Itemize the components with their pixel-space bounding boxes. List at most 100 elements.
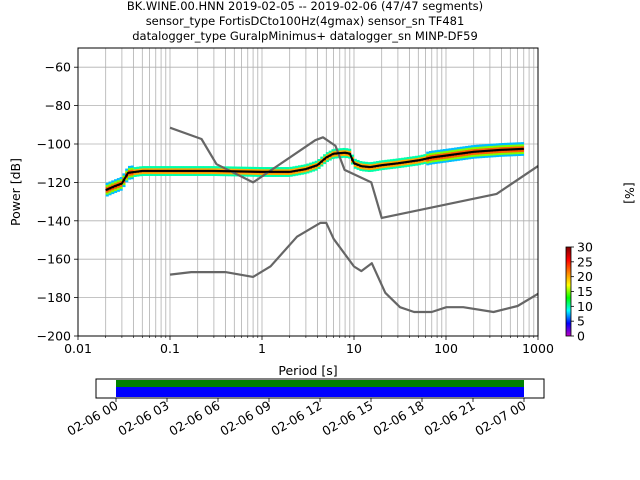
- histogram-cell: [197, 171, 201, 175]
- histogram-cell: [267, 168, 271, 172]
- histogram-cell: [420, 160, 424, 163]
- histogram-cell: [105, 182, 109, 185]
- mode-curve-line: [105, 147, 524, 192]
- histogram-cell: [208, 173, 212, 176]
- histogram-cell: [345, 155, 349, 159]
- histogram-cell: [217, 173, 221, 177]
- histogram-cell: [116, 187, 120, 190]
- histogram-cell: [426, 163, 430, 166]
- histogram-cell: [272, 172, 277, 176]
- grid-minor: [105, 48, 535, 336]
- histogram-cell: [470, 147, 474, 150]
- histogram-cell: [197, 168, 201, 171]
- histogram-cell: [158, 173, 162, 176]
- histogram-cell: [228, 174, 232, 177]
- histogram-cell: [401, 163, 405, 166]
- histogram-cell: [228, 168, 232, 171]
- histogram-cell: [286, 174, 290, 177]
- histogram-cell: [108, 185, 112, 188]
- histogram-cell: [520, 151, 525, 154]
- histogram-cell: [183, 168, 187, 171]
- histogram-cell: [236, 168, 240, 171]
- histogram-cell: [175, 166, 179, 169]
- histogram-cell: [440, 157, 444, 160]
- histogram-cell: [381, 165, 385, 169]
- histogram-cell: [264, 167, 268, 170]
- histogram-cell: [108, 193, 112, 196]
- histogram-cell: [272, 168, 277, 172]
- histogram-cell: [389, 166, 394, 170]
- histogram-cell: [337, 148, 341, 151]
- histogram-cell: [164, 166, 168, 169]
- histogram-cell: [258, 168, 263, 172]
- histogram-cell: [219, 168, 224, 171]
- histogram-cell: [144, 171, 148, 175]
- histogram-cell: [356, 167, 360, 170]
- histogram-cell: [311, 169, 316, 172]
- histogram-cell: [172, 168, 176, 171]
- histogram-cell: [161, 171, 165, 175]
- histogram-cell: [105, 194, 109, 197]
- histogram-cell: [484, 155, 488, 158]
- histogram-cell: [194, 173, 198, 176]
- histogram-cell: [426, 153, 430, 156]
- histogram-cell: [111, 189, 115, 193]
- histogram-cell: [325, 157, 329, 161]
- histogram-cell: [473, 148, 477, 151]
- histogram-cell: [245, 168, 249, 171]
- histogram-cell: [376, 166, 380, 170]
- histogram-cell: [225, 166, 229, 169]
- histogram-cell: [231, 168, 235, 171]
- histogram-cell: [364, 169, 368, 172]
- histogram-cell: [325, 152, 329, 155]
- histogram-cell: [490, 143, 494, 146]
- colorbar-tick-label: 30: [577, 240, 593, 255]
- histogram-cell: [468, 145, 472, 148]
- histogram-cell: [504, 150, 508, 153]
- histogram-cell: [345, 148, 349, 151]
- histogram-cell: [211, 173, 215, 176]
- histogram-cell: [353, 160, 357, 163]
- histogram-cell: [473, 154, 477, 157]
- histogram-cell: [498, 152, 502, 155]
- histogram-cell: [150, 168, 154, 171]
- histogram-cell: [211, 166, 215, 169]
- timeline-tick-label: 02-06 09: [217, 398, 273, 439]
- histogram-cell: [158, 168, 162, 171]
- histogram-cell: [395, 166, 399, 169]
- histogram-cell: [317, 160, 321, 164]
- histogram-cell: [456, 150, 460, 154]
- histogram-cell: [275, 174, 279, 177]
- histogram-cell: [409, 164, 413, 167]
- histogram-cell: [141, 173, 146, 176]
- histogram-cell: [395, 160, 399, 163]
- histogram-cell: [431, 152, 435, 155]
- histogram-cell: [272, 174, 277, 177]
- histogram-cell: [370, 167, 374, 170]
- histogram-cell: [300, 172, 304, 175]
- histogram-cell: [297, 167, 302, 170]
- histogram-cell: [507, 146, 511, 149]
- histogram-cell: [219, 171, 224, 175]
- histogram-cell: [172, 173, 176, 176]
- histogram-cell: [493, 143, 497, 146]
- histogram-cell: [473, 146, 477, 150]
- histogram-cell: [136, 172, 140, 175]
- histogram-cell: [309, 168, 313, 171]
- histogram-cell: [208, 171, 212, 175]
- x-axis-ticks: 0.01 0.1 1 10 100 1000: [64, 336, 554, 356]
- histogram-cell: [164, 168, 168, 171]
- histogram-cell: [518, 151, 522, 155]
- histogram-cell: [300, 166, 304, 169]
- y-tick-label: −120: [37, 175, 71, 190]
- histogram-cell: [189, 173, 193, 176]
- histogram-cell: [518, 149, 522, 153]
- histogram-cell: [426, 161, 430, 164]
- histogram-cell: [309, 164, 313, 167]
- histogram-cell: [144, 166, 148, 169]
- histogram-cell: [504, 146, 508, 149]
- histogram-cell: [509, 146, 513, 149]
- histogram-cell: [448, 159, 452, 163]
- histogram-cell: [415, 163, 419, 166]
